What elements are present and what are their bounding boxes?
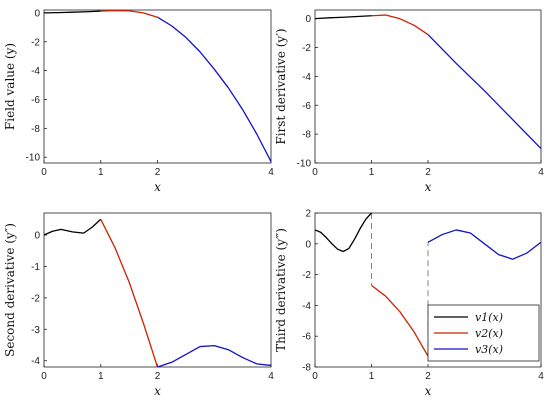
- y-tick-label: -1: [31, 262, 40, 273]
- y-tick-label: 0: [34, 8, 40, 19]
- legend-entry-label: v2(x): [475, 327, 503, 340]
- series-line-v1x: [314, 212, 372, 253]
- x-tick-label: 0: [312, 167, 318, 178]
- y-axis-label: First derivative (y′): [274, 28, 288, 144]
- series-line-v1x: [314, 15, 372, 20]
- y-tick-label: 0: [305, 239, 311, 250]
- series-line-v3x: [157, 16, 272, 162]
- chart-panel-3: 0 1 2 4 0 -1 -2 -3 -4 x Second derivative (y″): [3, 212, 274, 398]
- plot-area-frame: [43, 212, 272, 368]
- y-axis-label: Second derivative (y″): [3, 223, 17, 357]
- y-tick-label: -6: [302, 101, 311, 112]
- x-tick-label: 2: [425, 371, 431, 382]
- chart-panel-4: 0 1 2 4 2 0 -2 -4 -6 -8 x Third derivative (y‴) v1(x…: [274, 209, 544, 399]
- y-tick-label: -4: [31, 356, 40, 367]
- series-line-v3x: [157, 344, 272, 368]
- x-tick-label: 1: [369, 371, 375, 382]
- x-tick-label: 1: [98, 371, 104, 382]
- x-tick-label: 0: [41, 167, 47, 178]
- plot-area-frame: [43, 9, 272, 164]
- series-line-v1x: [43, 218, 102, 236]
- y-tick-label: -2: [31, 293, 40, 304]
- x-axis-label: x: [425, 384, 432, 398]
- x-tick-label: 1: [98, 167, 104, 178]
- y-tick-label: -3: [31, 325, 40, 336]
- y-tick-label: -8: [31, 124, 40, 135]
- y-axis-label: Field value (y): [3, 43, 17, 130]
- series-line-v2x: [371, 14, 429, 36]
- x-tick-label: 0: [41, 371, 47, 382]
- x-tick-label: 2: [155, 371, 161, 382]
- y-tick-label: -2: [31, 37, 40, 48]
- series-line-v3x: [427, 34, 542, 150]
- y-tick-label: -2: [302, 43, 311, 54]
- x-tick-label: 4: [268, 371, 274, 382]
- y-tick-label: -8: [302, 130, 311, 141]
- x-tick-label: 1: [369, 167, 375, 178]
- plot-area-frame: [314, 9, 542, 164]
- y-tick-label: 2: [305, 209, 311, 220]
- series-line-v2x: [371, 284, 429, 357]
- y-tick-label: -6: [31, 95, 40, 106]
- x-tick-label: 4: [538, 371, 544, 382]
- legend-entry-label: v3(x): [475, 343, 503, 356]
- y-tick-label: -6: [302, 332, 311, 343]
- y-axis-label: Third derivative (y‴): [274, 228, 288, 352]
- x-tick-label: 2: [425, 167, 431, 178]
- x-tick-label: 4: [538, 167, 544, 178]
- y-tick-label: -2: [302, 270, 311, 281]
- y-tick-label: 0: [305, 14, 311, 25]
- y-tick-label: -4: [302, 72, 311, 83]
- x-tick-label: 4: [268, 167, 274, 178]
- x-axis-label: x: [154, 180, 161, 194]
- series-line-v2x: [100, 218, 159, 368]
- y-tick-label: 0: [34, 231, 40, 242]
- x-axis-label: x: [154, 384, 161, 398]
- chart-panel-2: 0 1 2 4 0 -2 -4 -6 -8 -10 x First derivative (y′): [274, 9, 544, 194]
- legend-entry-label: v1(x): [475, 311, 503, 324]
- y-tick-label: -4: [302, 301, 311, 312]
- y-tick-label: -10: [297, 159, 312, 170]
- chart-panel-1: 0 1 2 4 0 -2 -4 -6 -8 -10 x Field value (y): [3, 8, 274, 194]
- y-tick-label: -8: [302, 363, 311, 374]
- series-line-v1x: [43, 10, 101, 14]
- y-tick-label: -4: [31, 66, 40, 77]
- y-tick-label: -10: [26, 153, 41, 164]
- x-tick-label: 2: [155, 167, 161, 178]
- x-axis-label: x: [425, 180, 432, 194]
- x-tick-label: 0: [312, 371, 318, 382]
- series-line-v3x: [427, 229, 542, 260]
- legend: v1(x) v2(x) v3(x): [427, 304, 540, 362]
- series-line-v2x: [100, 9, 158, 18]
